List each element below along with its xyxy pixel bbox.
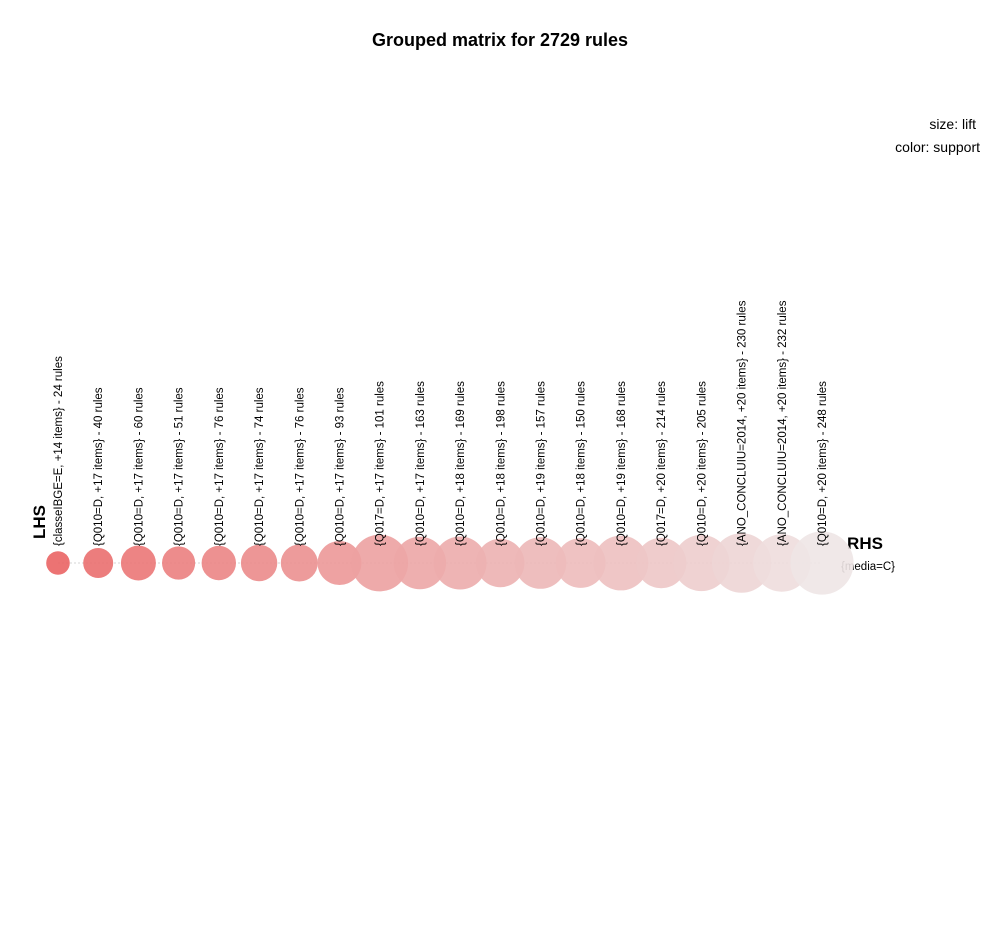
rule-group-bubble	[593, 535, 649, 591]
rule-group-bubble	[514, 537, 567, 589]
rule-group-bubble	[120, 545, 156, 581]
bubbles	[46, 531, 854, 595]
lhs-group-label: {Q010=D, +17 items} - 74 rules	[254, 387, 266, 546]
lhs-group-label: {Q017=D, +17 items} - 101 rules	[375, 381, 387, 546]
lhs-group-label: {Q010=D, +20 items} - 205 rules	[696, 381, 708, 546]
rhs-item-label: {media=C}	[841, 561, 895, 573]
rule-group-bubble	[790, 531, 854, 595]
rule-group-bubble	[636, 537, 687, 589]
color-legend: color: support	[895, 139, 980, 155]
lhs-group-label: {classeIBGE=E, +14 items} - 24 rules	[53, 356, 65, 546]
lhs-group-label: {Q017=D, +20 items} - 214 rules	[656, 381, 668, 546]
lhs-group-label: {Q010=D, +19 items} - 168 rules	[616, 381, 628, 546]
rule-group-bubble	[162, 546, 196, 580]
lhs-group-label: {Q010=D, +18 items} - 150 rules	[576, 381, 588, 546]
rule-group-bubble	[201, 545, 236, 581]
lhs-group-label: {Q010=D, +17 items} - 163 rules	[415, 381, 427, 546]
rule-group-bubble	[351, 534, 409, 592]
rhs-axis-title: RHS	[847, 534, 883, 553]
lhs-group-label: {ANO_CONCLUIU=2014, +20 items} - 232 rul…	[777, 300, 789, 546]
rule-group-bubble	[83, 548, 114, 578]
lhs-group-label: {Q010=D, +17 items} - 76 rules	[214, 387, 226, 546]
rule-group-bubble	[240, 544, 278, 582]
rule-group-bubble	[555, 538, 606, 588]
rule-group-bubble	[711, 533, 772, 593]
rule-group-bubble	[280, 544, 318, 582]
lhs-group-labels: {classeIBGE=E, +14 items} - 24 rules {Q01…	[53, 300, 829, 546]
lhs-group-label: {Q010=D, +19 items} - 157 rules	[536, 381, 548, 546]
rule-group-bubble	[46, 551, 70, 575]
lhs-group-label: {Q010=D, +17 items} - 76 rules	[294, 387, 306, 546]
lhs-group-label: {Q010=D, +17 items} - 93 rules	[335, 387, 347, 546]
lhs-group-label: {Q010=D, +20 items} - 248 rules	[817, 381, 829, 546]
lhs-group-label: {Q010=D, +18 items} - 169 rules	[455, 381, 467, 546]
lhs-group-label: {Q010=D, +17 items} - 51 rules	[174, 387, 186, 546]
size-legend: size: lift	[929, 116, 976, 132]
lhs-group-label: {ANO_CONCLUIU=2014, +20 items} - 230 rul…	[737, 300, 749, 546]
lhs-axis-title: LHS	[30, 505, 49, 539]
rule-group-bubble	[393, 536, 447, 590]
lhs-group-label: {Q010=D, +17 items} - 60 rules	[133, 387, 145, 546]
rule-group-bubble	[433, 536, 487, 590]
chart-title: Grouped matrix for 2729 rules	[372, 30, 628, 50]
rule-group-bubble	[317, 541, 362, 585]
rule-group-bubble	[476, 538, 525, 588]
lhs-group-label: {Q010=D, +18 items} - 198 rules	[495, 381, 507, 546]
lhs-group-label: {Q010=D, +17 items} - 40 rules	[93, 387, 105, 546]
